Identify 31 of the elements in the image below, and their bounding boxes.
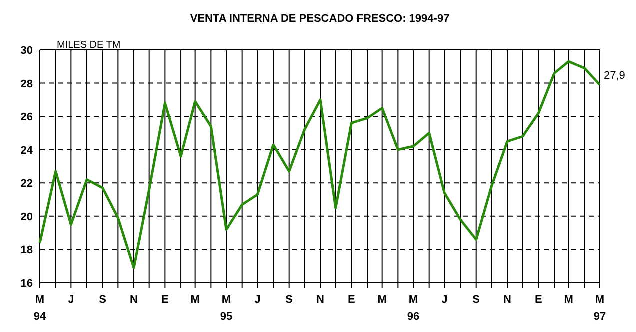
x-tick-label: M 96: [407, 294, 420, 323]
x-tick-label: S: [99, 294, 107, 306]
x-tick-label: E: [162, 294, 169, 306]
x-tick-label: S: [472, 294, 480, 306]
y-tick-label: 16: [20, 278, 33, 290]
x-tick-label: J: [68, 294, 74, 306]
x-tick-label: M: [378, 294, 387, 306]
y-tick-label: 26: [20, 112, 33, 124]
x-tick-label: J: [442, 294, 448, 306]
x-tick-label: S: [286, 294, 294, 306]
y-axis-title: MILES DE TM: [57, 40, 121, 51]
y-tick-label: 20: [20, 211, 33, 224]
line-series: [38, 60, 602, 270]
x-tick-label: M: [564, 294, 574, 306]
x-tick-label: M 97: [594, 294, 606, 323]
x-tick-label: N: [504, 294, 512, 306]
x-tick-label: E: [535, 294, 542, 306]
chart-title: VENTA INTERNA DE PESCADO FRESCO: 1994-97: [190, 13, 450, 25]
data-label: 27,9: [604, 70, 626, 82]
x-tick-label: M 95: [220, 294, 233, 323]
x-tick-label: N: [316, 294, 325, 306]
y-tick-label: 30: [20, 45, 33, 57]
y-tick-label: 24: [20, 144, 34, 157]
x-tick-label: E: [348, 294, 356, 306]
x-tick-label: J: [254, 294, 261, 306]
y-tick-label: 18: [20, 244, 33, 257]
x-tick-label: M 94: [34, 294, 47, 323]
y-tick-label: 28: [20, 78, 33, 90]
x-tick-label: M: [190, 294, 200, 306]
y-tick-label: 22: [20, 178, 33, 190]
x-tick-label: N: [130, 294, 138, 306]
